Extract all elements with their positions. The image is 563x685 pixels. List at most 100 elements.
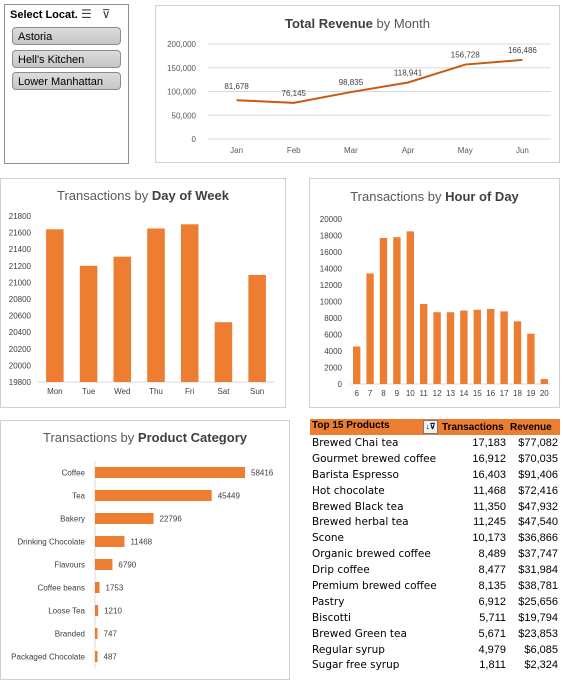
revenue-cell: $36,866 bbox=[518, 532, 558, 545]
y-tick-label: 0 bbox=[192, 135, 197, 144]
category-label: Drinking Chocolate bbox=[17, 538, 85, 547]
location-slicer: Select Locat... ☰ ⊽ Astoria Hell's Kitche… bbox=[4, 4, 129, 164]
table-row: Brewed herbal tea 11,245 $47,540 bbox=[310, 514, 560, 530]
revenue-cell: $72,416 bbox=[518, 484, 558, 497]
transactions-cell: 11,468 bbox=[473, 484, 506, 497]
product-name: Brewed herbal tea bbox=[312, 516, 409, 529]
data-label: 58416 bbox=[251, 469, 274, 478]
table-row: Regular syrup 4,979 $6,085 bbox=[310, 642, 560, 658]
data-label: 22796 bbox=[160, 515, 183, 524]
category-chart: Transactions by Product Category Coffee 5… bbox=[0, 420, 290, 680]
y-tick-label: 20800 bbox=[9, 295, 32, 304]
table-row: Premium brewed coffee 8,135 $38,781 bbox=[310, 578, 560, 594]
bar bbox=[446, 312, 455, 384]
product-name: Biscotti bbox=[312, 611, 351, 624]
y-tick-label: 19800 bbox=[9, 378, 32, 387]
bar bbox=[95, 628, 98, 639]
data-label: 45449 bbox=[218, 492, 241, 501]
dow-plot: 19800 20000 20200 20400 20600 20800 21000 21200… bbox=[9, 212, 274, 396]
transactions-cell: 1,811 bbox=[479, 659, 506, 672]
product-name: Scone bbox=[312, 532, 344, 545]
clear-filter-icon[interactable]: ⊽ bbox=[101, 7, 111, 21]
slicer-item-lower-manhattan[interactable]: Lower Manhattan bbox=[12, 72, 121, 90]
table-row: Gourmet brewed coffee 16,912 $70,035 bbox=[310, 451, 560, 467]
revenue-cell: $31,984 bbox=[518, 564, 558, 577]
revenue-cell: $37,747 bbox=[518, 548, 558, 561]
table-row: Organic brewed coffee 8,489 $37,747 bbox=[310, 546, 560, 562]
y-tick-label: 21800 bbox=[9, 212, 32, 221]
product-name: Barista Espresso bbox=[312, 468, 399, 481]
y-tick-label: 18000 bbox=[320, 232, 343, 241]
revenue-cell: $38,781 bbox=[518, 579, 558, 592]
transactions-cell: 8,477 bbox=[478, 564, 506, 577]
revenue-cell: $23,853 bbox=[518, 627, 558, 640]
x-tick-label: 13 bbox=[446, 389, 455, 398]
revenue-cell: $19,794 bbox=[518, 611, 558, 624]
transactions-cell: 4,979 bbox=[478, 643, 506, 656]
category-label: Packaged Chocolate bbox=[11, 653, 85, 662]
revenue-cell: $25,656 bbox=[518, 595, 558, 608]
dow-chart: Transactions by Day of Week 19800 20000 20… bbox=[0, 178, 286, 408]
bar bbox=[95, 513, 154, 524]
slicer-item-hells-kitchen[interactable]: Hell's Kitchen bbox=[12, 50, 121, 68]
bar bbox=[473, 309, 481, 384]
revenue-cell: $70,035 bbox=[518, 452, 558, 465]
x-tick-label: Fri bbox=[185, 387, 195, 396]
bar bbox=[513, 321, 522, 384]
revenue-cell: $6,085 bbox=[524, 643, 558, 656]
multi-select-icon[interactable]: ☰ bbox=[81, 7, 92, 21]
y-tick-label: 20000 bbox=[320, 215, 343, 224]
table-row: Hot chocolate 11,468 $72,416 bbox=[310, 483, 560, 499]
x-tick-label: 10 bbox=[406, 389, 415, 398]
x-tick-label: 8 bbox=[381, 389, 386, 398]
table-header-row: Top 15 Products ↓⊽ Transactions Revenue bbox=[310, 419, 560, 435]
bar bbox=[540, 379, 548, 384]
data-label: 747 bbox=[104, 630, 118, 639]
data-label: 487 bbox=[104, 653, 118, 662]
y-tick-label: 20400 bbox=[9, 328, 32, 337]
data-label: 1210 bbox=[104, 607, 122, 616]
header-revenue: Revenue bbox=[508, 419, 560, 435]
bar bbox=[95, 582, 100, 593]
transactions-cell: 8,135 bbox=[478, 579, 506, 592]
table-row: Brewed Chai tea 17,183 $77,082 bbox=[310, 435, 560, 451]
category-label: Branded bbox=[55, 630, 85, 639]
bar bbox=[214, 322, 233, 382]
product-name: Sugar free syrup bbox=[312, 659, 400, 672]
x-tick-label: 17 bbox=[500, 389, 509, 398]
revenue-cell: $47,932 bbox=[518, 500, 558, 513]
product-name: Organic brewed coffee bbox=[312, 548, 431, 561]
category-label: Flavours bbox=[54, 561, 85, 570]
category-label: Bakery bbox=[60, 515, 85, 524]
hour-chart: Transactions by Hour of Day 0 2000 4000 600… bbox=[309, 178, 560, 408]
transactions-cell: 16,912 bbox=[472, 452, 506, 465]
y-tick-label: 10000 bbox=[320, 298, 343, 307]
bar bbox=[353, 346, 361, 384]
bar bbox=[147, 228, 165, 382]
sort-filter-icon[interactable]: ↓⊽ bbox=[423, 420, 438, 434]
slicer-item-astoria[interactable]: Astoria bbox=[12, 27, 121, 45]
data-label: 81,678 bbox=[224, 82, 249, 91]
x-tick-label: 14 bbox=[459, 389, 468, 398]
bar bbox=[95, 651, 98, 662]
data-label: 118,941 bbox=[394, 69, 423, 78]
data-label: 6790 bbox=[118, 561, 136, 570]
y-tick-label: 200,000 bbox=[167, 40, 196, 49]
header-products[interactable]: Top 15 Products ↓⊽ bbox=[310, 419, 440, 435]
bar bbox=[79, 265, 98, 382]
x-tick-label: Jan bbox=[230, 146, 243, 155]
bar bbox=[460, 310, 468, 384]
category-label: Tea bbox=[72, 492, 85, 501]
x-tick-label: Thu bbox=[149, 387, 163, 396]
bar bbox=[420, 303, 428, 384]
transactions-cell: 6,912 bbox=[478, 595, 506, 608]
y-tick-label: 50,000 bbox=[172, 111, 197, 120]
bar bbox=[487, 308, 495, 384]
x-tick-label: May bbox=[458, 146, 473, 155]
bar bbox=[527, 333, 535, 384]
table-row: Scone 10,173 $36,866 bbox=[310, 530, 560, 546]
data-label: 11468 bbox=[130, 538, 152, 547]
bar bbox=[95, 605, 99, 616]
table-row: Pastry 6,912 $25,656 bbox=[310, 594, 560, 610]
x-tick-label: Sat bbox=[217, 387, 230, 396]
